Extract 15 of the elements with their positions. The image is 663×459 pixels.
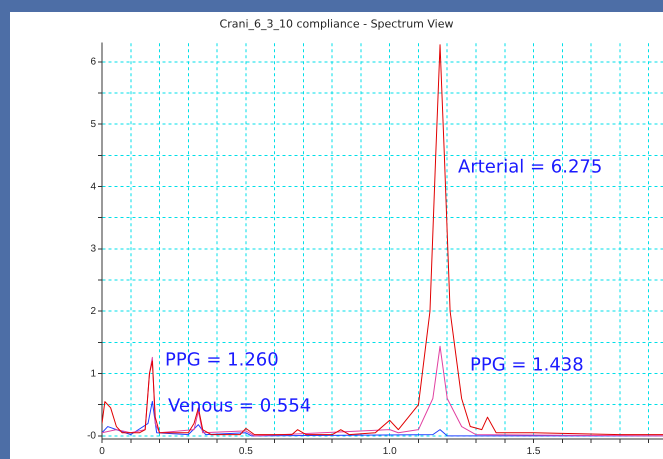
- annotation: Arterial = 6.275: [458, 156, 602, 178]
- y-tick-label: 5: [90, 118, 96, 130]
- y-tick-label: 1: [90, 368, 96, 380]
- x-tick-label: 1.0: [382, 446, 398, 457]
- chart-title: Crani_6_3_10 compliance - Spectrum View: [220, 17, 454, 30]
- y-tick-label: 3: [90, 244, 96, 255]
- x-tick-label: 0: [99, 446, 106, 457]
- x-tick-label: 0.5: [238, 446, 254, 457]
- y-tick-label: 2: [90, 306, 96, 317]
- y-tick-label: 4: [90, 181, 96, 192]
- y-tick-label: -0: [87, 430, 96, 442]
- annotation: PPG = 1.260: [165, 350, 279, 371]
- y-tick-label: 6: [90, 56, 96, 68]
- x-tick-label: 1.5: [526, 446, 541, 457]
- annotation: PPG = 1.438: [470, 354, 584, 376]
